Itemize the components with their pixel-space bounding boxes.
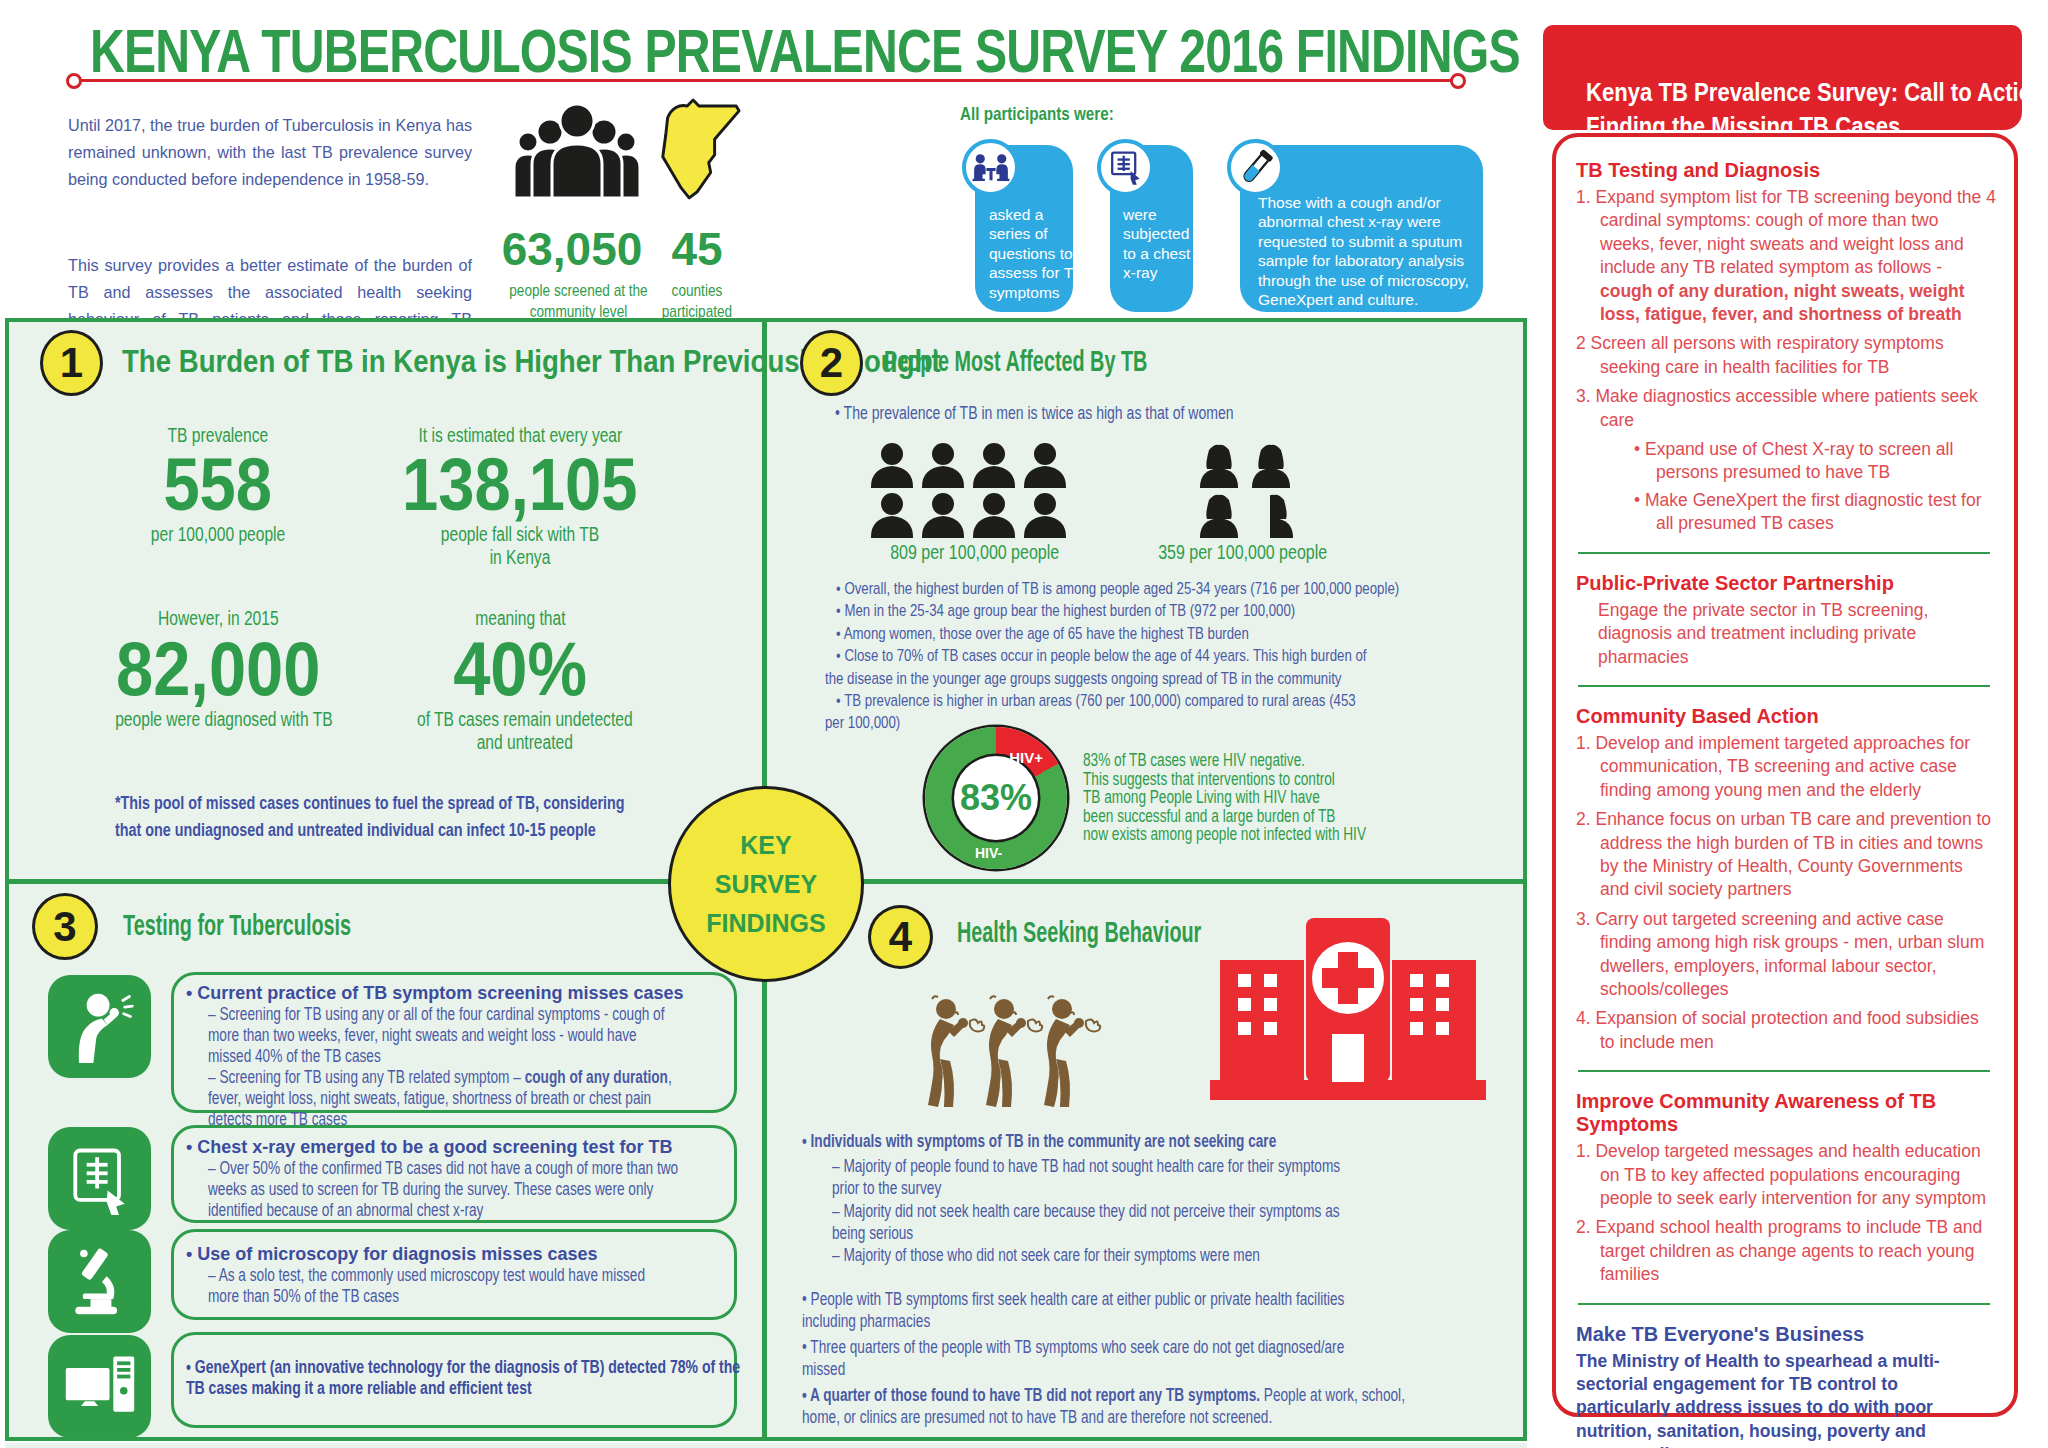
- cta-item: 2 Screen all persons with respiratory sy…: [1576, 332, 1996, 379]
- counties-label: counties participated: [637, 280, 757, 322]
- title-underline: [80, 79, 1452, 82]
- section-4-bullet-2: • People with TB symptoms first seek hea…: [802, 1288, 1497, 1333]
- microscope-icon: [48, 1230, 151, 1333]
- section-2-number: 2: [800, 330, 863, 396]
- finding-box-symptom-screening: • Current practice of TB symptom screeni…: [171, 972, 737, 1113]
- hiv-status-donut-chart: 83% HIV+ HIV-: [925, 727, 1067, 869]
- section-3-number: 3: [32, 893, 98, 960]
- men-rate-label: 809 per 100,000 people: [855, 541, 1095, 564]
- cta-item: 1. Expand symptom list for TB screening …: [1576, 186, 1996, 326]
- tb-prevalence-stat: TB prevalence 558 per 100,000 people: [98, 424, 338, 546]
- cta-paragraph: Engage the private sector in TB screenin…: [1576, 599, 1996, 669]
- fall-sick-stat: It is estimated that every year 138,105 …: [380, 424, 660, 569]
- cut-off-section: [5, 1443, 1527, 1448]
- cta-s2-heading: Community Based Action: [1576, 705, 1996, 728]
- key-survey-findings-badge: KEY SURVEY FINDINGS: [668, 786, 864, 982]
- coughing-people-icons: [920, 995, 1110, 1115]
- infographic-page: KENYA TUBERCULOSIS PREVALENCE SURVEY 201…: [0, 0, 2048, 1448]
- finding-box-microscopy: • Use of microscopy for diagnosis misses…: [171, 1229, 737, 1320]
- underline-left-dot: [66, 73, 82, 89]
- cta-item: 1. Develop targeted messages and health …: [1576, 1140, 1996, 1210]
- cta-item: 2. Enhance focus on urban TB care and pr…: [1576, 808, 1996, 902]
- donut-hiv-negative-label: HIV-: [975, 845, 1002, 861]
- hiv-note: 83% of TB cases were HIV negative. This …: [1083, 751, 1446, 844]
- cta-s3-heading: Improve Community Awareness of TB Sympto…: [1576, 1090, 1996, 1136]
- section-4-bullet-4: • A quarter of those found to have TB di…: [802, 1384, 1575, 1429]
- cta-item: 4. Expansion of social protection and fo…: [1576, 1007, 1996, 1054]
- kenya-map-icon: [652, 96, 742, 206]
- chest-xray-icon: [1097, 139, 1154, 196]
- finding-box-genexpert: • GeneXpert (an innovative technology fo…: [171, 1332, 737, 1428]
- women-rate-label: 359 per 100,000 people: [1123, 541, 1363, 564]
- divider: [1578, 685, 1990, 687]
- section-4-head-bullet: • Individuals with symptoms of TB in the…: [802, 1130, 1410, 1152]
- men-icons: [870, 442, 1080, 539]
- diagnosed-stat: However, in 2015 82,000 people were diag…: [88, 607, 348, 731]
- cta-panel: TB Testing and Diagnosis 1. Expand sympt…: [1552, 133, 2018, 1417]
- section-4-bullet-3: • Three quarters of the people with TB s…: [802, 1336, 1497, 1381]
- section-3-title: Testing for Tuberculosis: [123, 908, 469, 942]
- intro-paragraph-1: Until 2017, the true burden of Tuberculo…: [68, 112, 472, 194]
- counties-value: 45: [637, 222, 757, 276]
- cta-header: Kenya TB Prevalence Survey: Call to Acti…: [1543, 25, 2022, 130]
- people-group-icon: [512, 100, 642, 200]
- section-2-lead-bullet: • The prevalence of TB in men is twice a…: [835, 402, 1346, 424]
- section-4-number: 4: [868, 905, 933, 969]
- cta-item: 2. Expand school health programs to incl…: [1576, 1216, 1996, 1286]
- cta-s0-heading: TB Testing and Diagnosis: [1576, 159, 1996, 182]
- cta-subitem: • Make GeneXpert the first diagnostic te…: [1576, 489, 1996, 536]
- cta-item: 1. Develop and implement targeted approa…: [1576, 732, 1996, 802]
- section-1-footnote: *This pool of missed cases continues to …: [115, 790, 736, 844]
- undetected-stat: meaning that 40% of TB cases remain unde…: [390, 607, 650, 754]
- section-2-title: People Most Affected By TB: [884, 344, 1283, 378]
- cough-person-icon: [48, 975, 151, 1078]
- interview-icon: [962, 139, 1019, 196]
- section-1-number: 1: [40, 330, 103, 396]
- divider: [1578, 552, 1990, 554]
- cta-item: 3. Carry out targeted screening and acti…: [1576, 908, 1996, 1002]
- hospital-icon: [1208, 916, 1488, 1102]
- donut-center-value: 83%: [960, 777, 1032, 819]
- finding-box-chest-xray: • Chest x-ray emerged to be a good scree…: [171, 1125, 737, 1223]
- cta-s4-heading: Make TB Everyone's Business: [1576, 1323, 1996, 1346]
- women-icons: [1198, 442, 1338, 539]
- divider: [1578, 1070, 1990, 1072]
- genexpert-machine-icon: [48, 1335, 151, 1438]
- cta-s1-heading: Public-Private Sector Partnership: [1576, 572, 1996, 595]
- donut-hiv-positive-label: HIV+: [1009, 749, 1043, 766]
- section-2-bullets: • Overall, the highest burden of TB is a…: [825, 578, 1561, 735]
- sputum-test-icon: [1227, 139, 1284, 196]
- cta-blue-paragraph: The Ministry of Health to spearhead a mu…: [1576, 1350, 1996, 1448]
- cta-subitem: • Expand use of Chest X-ray to screen al…: [1576, 438, 1996, 485]
- xray-screen-icon: [48, 1127, 151, 1230]
- people-screened-value: 63,050: [492, 222, 652, 276]
- participants-heading: All participants were:: [960, 103, 1152, 125]
- section-4-sub-bullets: – Majority of people found to have TB ha…: [832, 1155, 1483, 1266]
- people-screened-label: people screened at the community level: [492, 280, 652, 322]
- divider: [1578, 1303, 1990, 1305]
- underline-right-dot: [1450, 73, 1466, 89]
- cta-item: 3. Make diagnostics accessible where pat…: [1576, 385, 1996, 432]
